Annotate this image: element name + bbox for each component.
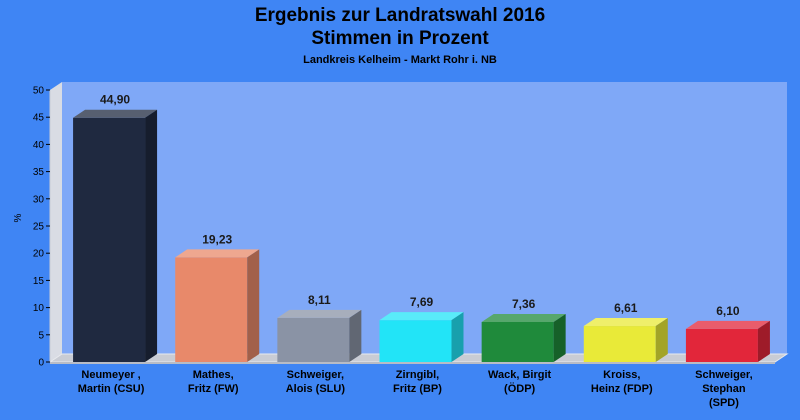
chart-title-line2: Stimmen in Prozent — [311, 28, 489, 49]
y-tick-label: 50 — [33, 86, 45, 97]
data-label: 6,61 — [614, 301, 638, 315]
bar-front — [379, 320, 452, 362]
chart-subtitle: Landkreis Kelheim - Markt Rohr i. NB — [303, 54, 497, 66]
x-tick-label: Schweiger, Alois (SLU) — [286, 369, 346, 395]
bar-side — [145, 109, 158, 362]
bar-top — [685, 320, 770, 329]
y-tick-label: 20 — [33, 249, 45, 260]
x-tick-label: Wack, Birgit (ÖDP) — [488, 369, 551, 395]
x-axis-categories: Neumeyer , Martin (CSU) Mathes, Fritz (FW) S… — [78, 369, 753, 409]
y-tick-label: 0 — [38, 358, 44, 369]
plot-side-wall — [50, 82, 62, 362]
data-label: 8,11 — [308, 293, 331, 307]
bar-side — [757, 320, 770, 362]
bar-top — [277, 309, 362, 318]
bar-top — [583, 318, 668, 327]
bar-top — [379, 312, 464, 321]
bar-side — [655, 318, 668, 362]
bar-side — [451, 312, 464, 362]
y-tick-label: 5 — [38, 330, 44, 341]
y-axis: 0 5 10 15 20 25 30 35 40 45 50 — [33, 86, 51, 369]
bar — [277, 309, 362, 362]
y-tick-label: 35 — [33, 167, 45, 178]
x-tick-label: Schweiger, Stephan (SPD) — [695, 369, 752, 409]
y-tick-label: 10 — [33, 303, 45, 314]
bar-front — [73, 117, 146, 362]
bar — [379, 312, 464, 362]
y-tick-label: 25 — [33, 222, 45, 233]
bar-front — [175, 257, 248, 362]
y-tick-label: 30 — [33, 194, 45, 205]
data-label: 44,90 — [100, 93, 130, 107]
data-label: 7,36 — [512, 297, 536, 311]
bar-top — [73, 109, 158, 118]
y-tick-label: 45 — [33, 113, 45, 124]
bar-front — [277, 317, 350, 362]
bar — [583, 318, 668, 362]
value-labels: 44,90 19,23 8,11 7,69 7,36 6,61 6,10 — [100, 93, 740, 318]
bar-side — [247, 249, 260, 362]
plot-floor-edge — [50, 362, 775, 364]
bar — [685, 320, 770, 362]
bars — [73, 109, 770, 362]
y-tick-label: 40 — [33, 140, 45, 151]
bar — [481, 313, 566, 362]
data-label: 19,23 — [202, 232, 232, 246]
bar-front — [583, 326, 656, 362]
chart-title-line1: Ergebnis zur Landratswahl 2016 — [254, 5, 546, 26]
x-tick-label: Mathes, Fritz (FW) — [188, 369, 239, 395]
bar-top — [175, 249, 260, 258]
bar — [73, 109, 158, 362]
bar — [175, 249, 260, 362]
x-tick-label: Kroiss, Heinz (FDP) — [591, 369, 653, 395]
bar-front — [685, 328, 758, 362]
bar-front — [481, 321, 554, 362]
y-tick-label: 15 — [33, 276, 45, 287]
data-label: 6,10 — [716, 304, 740, 318]
bar-side — [553, 313, 566, 362]
x-tick-label: Neumeyer , Martin (CSU) — [78, 369, 145, 395]
data-label: 7,69 — [410, 295, 434, 309]
x-tick-label: Zirngibl, Fritz (BP) — [393, 369, 442, 395]
bar-top — [481, 313, 566, 322]
y-axis-label: % — [13, 213, 24, 222]
bar-side — [349, 309, 362, 362]
